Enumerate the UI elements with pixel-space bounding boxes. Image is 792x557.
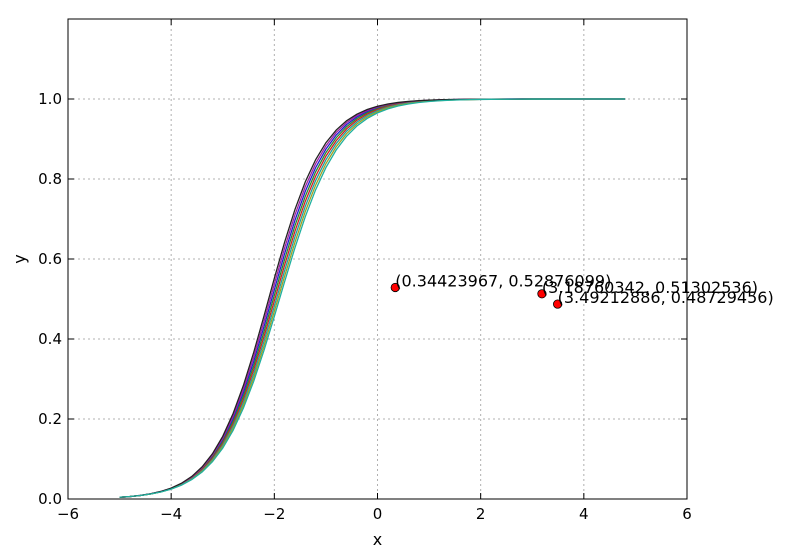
data-point — [537, 289, 547, 299]
x-axis-label: x — [373, 530, 382, 549]
y-tick-label: 0.6 — [38, 250, 62, 268]
point-annotation: (3.18760342, 0.51302536) — [542, 278, 758, 297]
point-annotation: (0.34423967, 0.52876099) — [395, 271, 611, 290]
x-tick-label: 4 — [579, 505, 589, 523]
curves — [119, 98, 626, 498]
y-tick-label: 0.4 — [38, 330, 62, 348]
series-line — [119, 98, 626, 498]
points: (0.34423967, 0.52876099)(3.18760342, 0.5… — [390, 271, 774, 309]
x-tick-label: −2 — [263, 505, 285, 523]
point-annotation: (3.49212886, 0.48729456) — [558, 288, 774, 307]
x-tick-label: −6 — [57, 505, 79, 523]
x-tick-label: 6 — [682, 505, 692, 523]
y-tick-label: 0.8 — [38, 170, 62, 188]
ticks: −6 −4 −2 0 2 4 6 0.0 0.2 0.4 0.6 0.8 1.0 — [38, 19, 692, 523]
y-axis-label: y — [10, 254, 29, 263]
x-tick-label: 2 — [476, 505, 486, 523]
x-tick-label: −4 — [160, 505, 182, 523]
x-tick-label: 0 — [373, 505, 383, 523]
data-point — [553, 299, 563, 309]
y-tick-label: 0.0 — [38, 490, 62, 508]
y-tick-label: 0.2 — [38, 410, 62, 428]
y-tick-label: 1.0 — [38, 90, 62, 108]
data-point — [390, 282, 400, 293]
